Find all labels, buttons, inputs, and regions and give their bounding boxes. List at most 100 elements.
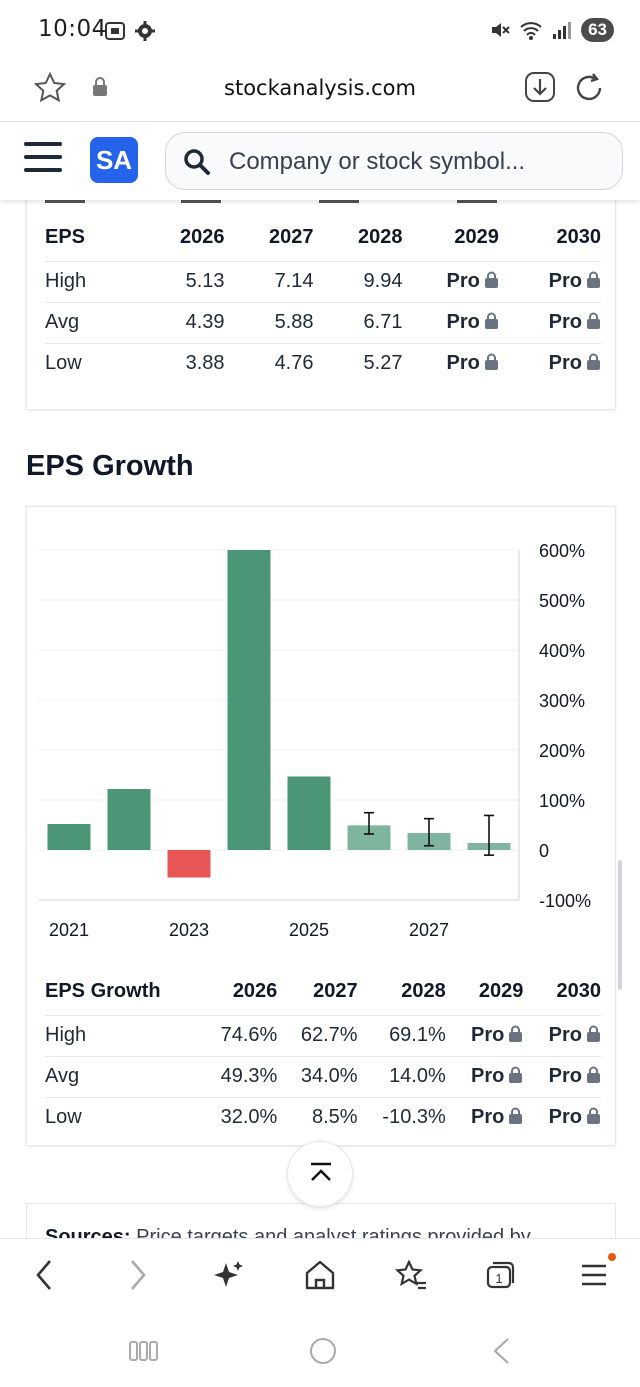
pro-label: Pro	[446, 270, 480, 292]
recent-apps-icon[interactable]	[128, 1338, 160, 1364]
y-tick-label: 500%	[539, 591, 585, 611]
eps-table: EPS 2026 2027 2028 2029 2030 High 5.13 7…	[45, 215, 601, 384]
year-header: 2028	[357, 226, 403, 249]
search-icon	[184, 149, 210, 175]
signal-icon	[553, 22, 572, 39]
year-header: 2028	[401, 980, 446, 1003]
system-back-icon[interactable]	[490, 1336, 514, 1366]
table-header-row: EPS 2026 2027 2028 2029 2030	[45, 215, 601, 261]
battery-indicator: 63	[581, 18, 614, 42]
x-tick-label: 2023	[169, 920, 209, 940]
table-cell: 69.1%	[357, 1014, 446, 1056]
table-row: Avg 4.39 5.88 6.71 Pro Pro	[45, 301, 601, 343]
site-logo[interactable]: SA	[90, 137, 138, 183]
table-row: Low 32.0% 8.5% -10.3% Pro Pro	[45, 1096, 601, 1138]
row-label: Low	[45, 342, 132, 384]
download-icon[interactable]	[524, 71, 556, 103]
pro-label: Pro	[446, 352, 480, 375]
lock-icon	[484, 353, 498, 371]
lock-icon	[587, 312, 600, 329]
svg-text:1: 1	[495, 1271, 502, 1286]
forward-icon[interactable]	[122, 1257, 152, 1293]
pro-cell[interactable]: Pro	[498, 342, 601, 384]
pro-cell[interactable]: Pro	[523, 1055, 601, 1097]
lock-icon	[509, 1107, 523, 1125]
row-label: High	[45, 1014, 199, 1056]
url-text[interactable]: stockanalysis.com	[224, 76, 416, 100]
pro-cell[interactable]: Pro	[523, 1096, 601, 1138]
table-cell: 4.39	[131, 301, 225, 343]
section-title: EPS Growth	[26, 450, 194, 482]
pro-label: Pro	[471, 1065, 505, 1087]
browser-url-bar: stockanalysis.com	[0, 62, 640, 122]
bookmark-star-icon[interactable]	[32, 70, 68, 106]
pro-label: Pro	[548, 352, 582, 375]
lock-icon	[484, 271, 498, 288]
table-cell: 14.0%	[357, 1055, 446, 1097]
home-button-icon[interactable]	[308, 1336, 338, 1366]
site-header: SA Company or stock symbol...	[0, 122, 640, 200]
table-cell: 8.5%	[277, 1096, 358, 1138]
pro-cell[interactable]: Pro	[498, 260, 601, 302]
reload-icon[interactable]	[574, 70, 606, 104]
pro-label: Pro	[548, 1065, 582, 1087]
notification-dot	[608, 1253, 616, 1261]
x-tick-label: 2025	[289, 920, 329, 940]
lock-icon	[509, 1025, 523, 1042]
bar	[227, 550, 271, 850]
search-input[interactable]: Company or stock symbol...	[165, 132, 623, 190]
x-tick-label: 2021	[49, 920, 89, 940]
lock-icon	[587, 1066, 600, 1083]
y-tick-label: -100%	[539, 891, 591, 911]
row-label: Avg	[45, 301, 132, 343]
year-header: 2026	[232, 980, 278, 1003]
pro-label: Pro	[548, 311, 582, 333]
table-row: Avg 49.3% 34.0% 14.0% Pro Pro	[45, 1055, 601, 1097]
y-tick-label: 600%	[539, 541, 585, 561]
table-cell: 74.6%	[198, 1014, 278, 1056]
scrollbar[interactable]	[618, 860, 622, 990]
status-time: 10:04	[38, 16, 107, 42]
table-row: High 74.6% 62.7% 69.1% Pro Pro	[45, 1014, 601, 1056]
pro-cell[interactable]: Pro	[498, 301, 601, 343]
eps-growth-card: 600% 500% 400% 300% 200% 100% 0 -100% 2021 2023 20…	[26, 506, 616, 1146]
year-header: 2030	[556, 226, 602, 249]
lock-icon	[484, 312, 498, 329]
table-cell: 4.76	[224, 342, 314, 384]
table-header: EPS	[45, 226, 86, 249]
year-header: 2030	[556, 980, 602, 1003]
y-tick-label: 400%	[539, 641, 585, 661]
home-icon[interactable]	[303, 1257, 337, 1293]
search-placeholder: Company or stock symbol...	[229, 148, 526, 175]
pro-cell[interactable]: Pro	[523, 1014, 601, 1056]
ai-sparkle-icon[interactable]	[212, 1257, 244, 1293]
lock-icon	[587, 271, 600, 288]
pro-cell[interactable]: Pro	[402, 301, 499, 343]
more-menu-icon[interactable]	[578, 1257, 610, 1293]
scroll-to-top-button[interactable]	[287, 1141, 353, 1207]
table-cell: 5.13	[131, 260, 225, 302]
bar	[107, 789, 151, 850]
gear-icon	[135, 21, 155, 41]
pro-cell[interactable]: Pro	[445, 1014, 524, 1056]
pro-cell[interactable]: Pro	[445, 1055, 524, 1097]
row-label: Avg	[45, 1055, 199, 1097]
x-tick-label: 2027	[409, 920, 449, 940]
table-cell: 5.88	[224, 301, 314, 343]
menu-icon[interactable]	[24, 142, 64, 178]
pro-label: Pro	[446, 311, 480, 333]
table-cell: 49.3%	[198, 1055, 278, 1097]
pro-cell[interactable]: Pro	[402, 342, 499, 384]
wifi-icon	[520, 22, 542, 40]
table-cell: 6.71	[313, 301, 403, 343]
lock-icon	[587, 1025, 600, 1042]
cutoff-row	[27, 191, 617, 205]
bookmarks-icon[interactable]	[394, 1257, 428, 1293]
lock-icon	[93, 77, 107, 96]
pro-cell[interactable]: Pro	[445, 1096, 524, 1138]
pro-cell[interactable]: Pro	[402, 260, 499, 302]
table-cell: 7.14	[224, 260, 314, 302]
bar	[287, 776, 331, 850]
back-icon[interactable]	[30, 1257, 60, 1293]
tabs-icon[interactable]: 1	[484, 1257, 518, 1293]
